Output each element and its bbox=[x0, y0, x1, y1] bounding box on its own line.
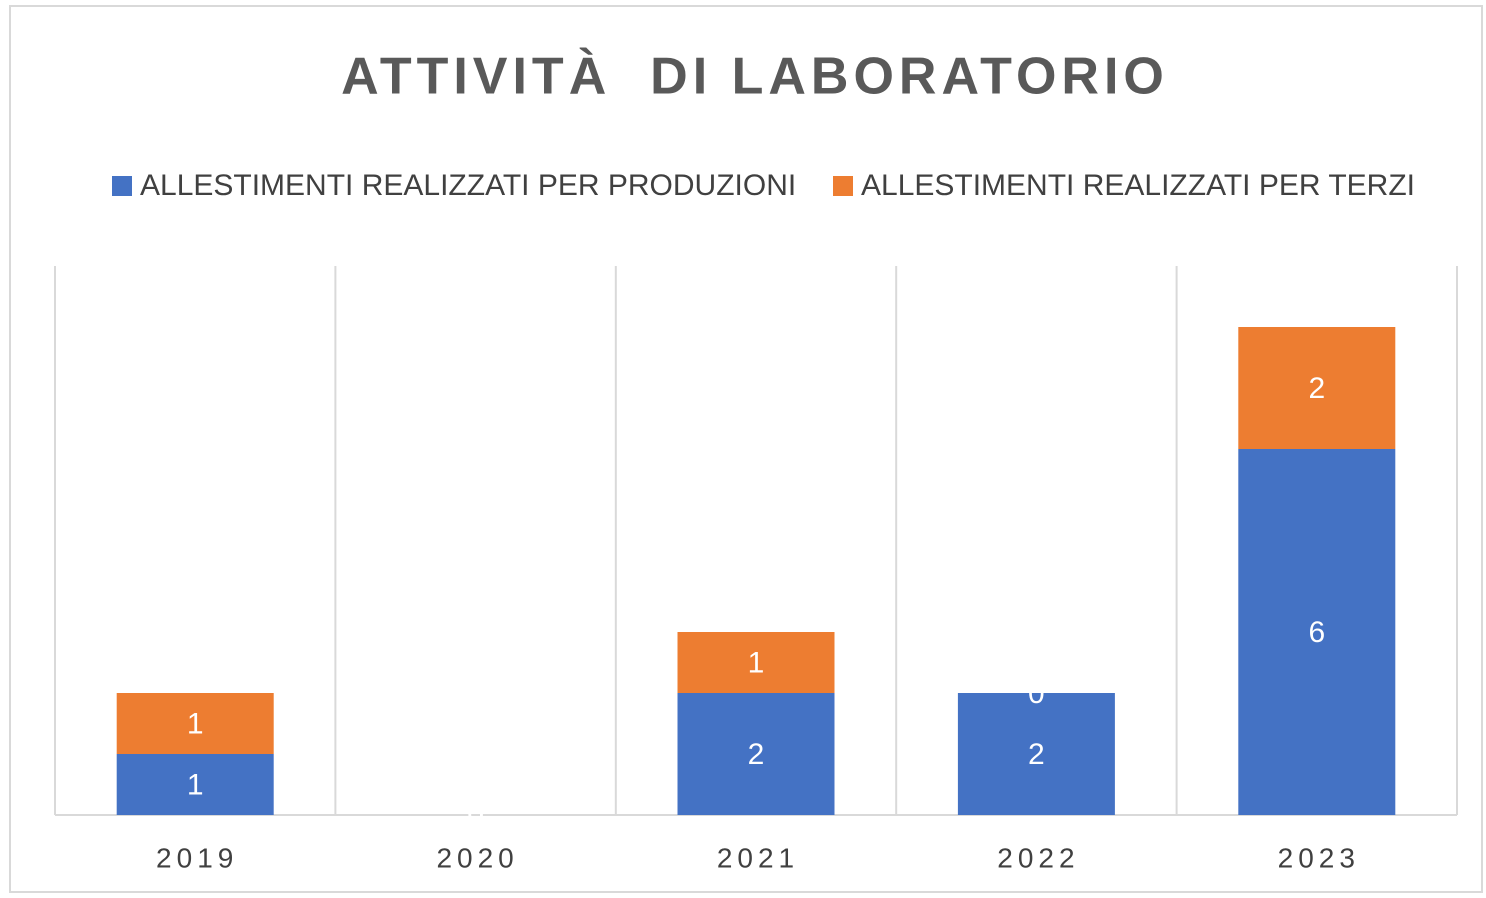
value-label: 1 bbox=[187, 707, 204, 740]
value-label: 2 bbox=[1028, 738, 1045, 771]
bar-segment bbox=[957, 693, 1115, 815]
legend-label: ALLESTIMENTI REALIZZATI PER PRODUZIONI bbox=[140, 169, 796, 202]
bar-segment bbox=[677, 632, 835, 693]
value-label: 0 bbox=[1028, 677, 1045, 710]
chart-title: ATTIVITÀ DI LABORATORIO bbox=[341, 48, 1169, 106]
bar-segment bbox=[1238, 327, 1396, 449]
legend-swatch bbox=[833, 176, 853, 196]
value-label: 2 bbox=[748, 738, 765, 771]
legend-swatch bbox=[112, 176, 132, 196]
bar-segment bbox=[116, 754, 274, 815]
legend-label: ALLESTIMENTI REALIZZATI PER TERZI bbox=[861, 169, 1415, 202]
legend: ALLESTIMENTI REALIZZATI PER PRODUZIONI AL… bbox=[112, 169, 1415, 202]
bar-segment bbox=[677, 693, 835, 815]
value-label: 1 bbox=[187, 768, 204, 801]
x-tick-label: 2019 bbox=[156, 842, 238, 873]
value-label: 1 bbox=[748, 646, 765, 679]
x-tick-label: 2022 bbox=[997, 842, 1079, 873]
value-label: 0 bbox=[467, 799, 484, 832]
x-tick-label: 2023 bbox=[1278, 842, 1360, 873]
x-tick-label: 2020 bbox=[436, 842, 518, 873]
value-label: 0 bbox=[467, 799, 484, 832]
value-label: 2 bbox=[1308, 372, 1325, 405]
value-label: 6 bbox=[1308, 616, 1325, 649]
x-tick-label: 2021 bbox=[717, 842, 799, 873]
bar-segment bbox=[1238, 449, 1396, 815]
bar-segment bbox=[116, 693, 274, 754]
